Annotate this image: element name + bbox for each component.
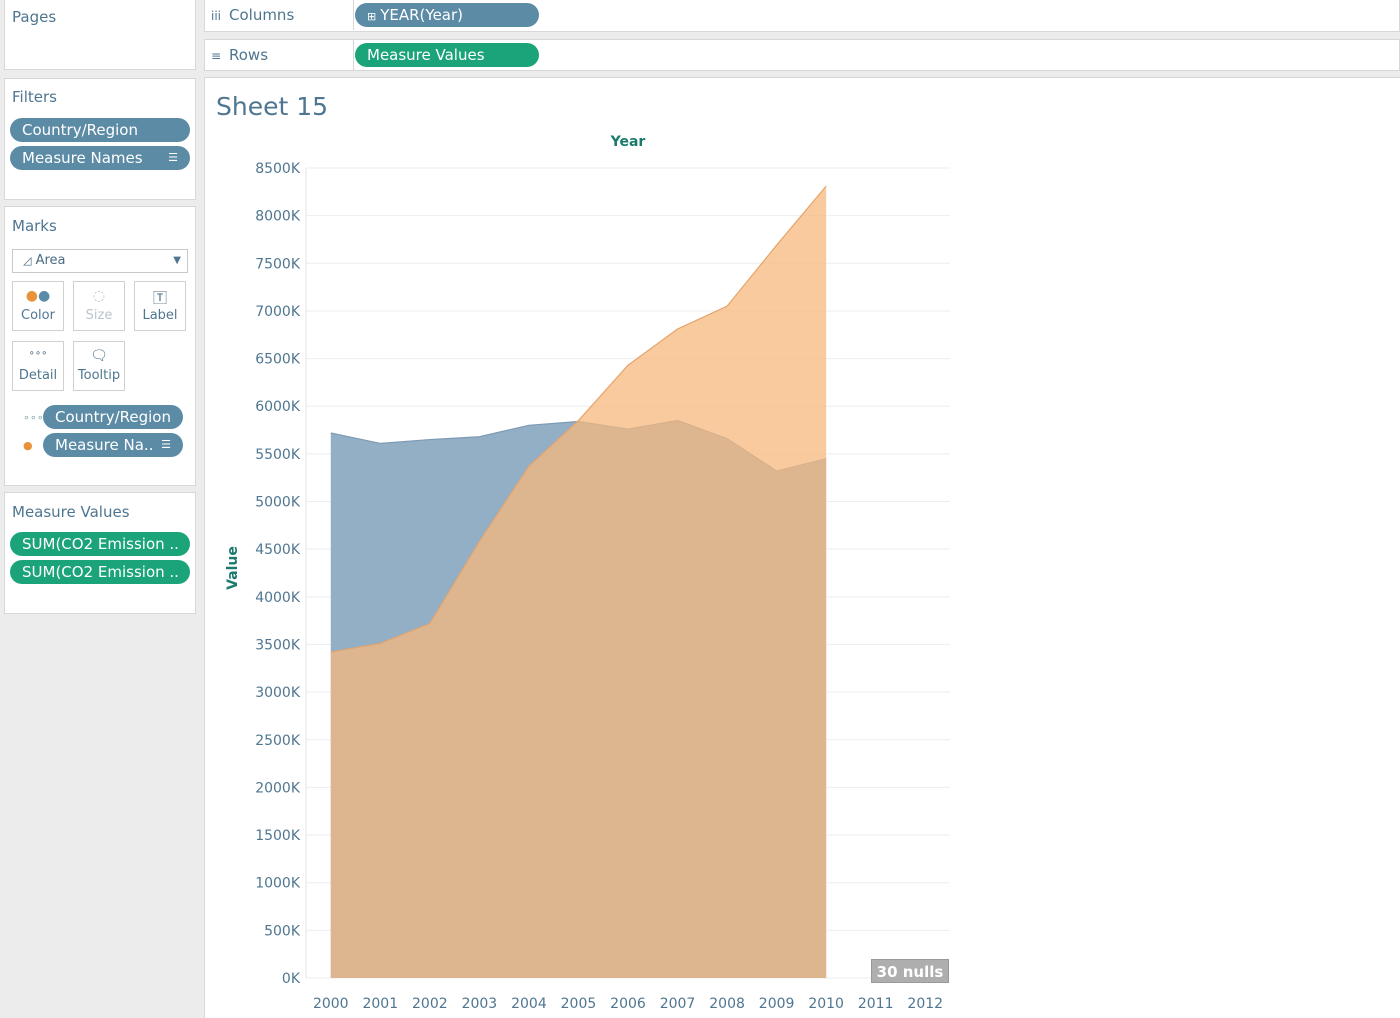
columns-icon: iii — [211, 9, 222, 23]
nulls-badge[interactable]: 30 nulls — [871, 959, 949, 983]
rows-shelf[interactable]: ≡ Rows Measure Values — [204, 39, 1400, 71]
label-card-label: Label — [142, 308, 178, 323]
x-tick-label: 2002 — [412, 996, 448, 1012]
expand-icon: ⊞ — [367, 10, 377, 23]
columns-shelf[interactable]: iii Columns ⊞ YEAR(Year) — [204, 0, 1400, 32]
marks-title: Marks — [12, 217, 57, 235]
y-tick-label: 3000K — [255, 685, 301, 701]
marks-field-measure-names[interactable]: Measure Na.. ☰ — [43, 433, 183, 457]
tooltip-card-label: Tooltip — [77, 368, 121, 383]
y-tick-label: 4500K — [255, 542, 301, 558]
measure-values-pill-label: Measure Values — [367, 46, 485, 64]
mark-type-label: Area — [35, 253, 66, 268]
area-series-2 — [330, 186, 827, 978]
area-mark-icon: ◿ — [23, 254, 32, 267]
x-tick-label: 2004 — [511, 996, 547, 1012]
marks-field-country-region[interactable]: Country/Region — [43, 405, 183, 429]
measure-value-item-2[interactable]: SUM(CO2 Emission .. — [10, 560, 190, 584]
y-tick-label: 0K — [282, 971, 301, 987]
y-tick-label: 3500K — [255, 637, 301, 653]
x-tick-label: 2011 — [858, 996, 894, 1012]
year-pill[interactable]: ⊞ YEAR(Year) — [355, 3, 539, 27]
x-tick-label: 2010 — [808, 996, 844, 1012]
y-tick-label: 2500K — [255, 733, 301, 749]
color-card[interactable]: ●● Color — [12, 281, 64, 331]
filter-icon: ☰ — [168, 151, 178, 164]
marks-field-measure-names-label: Measure Na.. — [55, 436, 154, 454]
pages-title: Pages — [12, 8, 57, 26]
filter-country-region-label: Country/Region — [22, 121, 138, 139]
x-tick-label: 2007 — [660, 996, 696, 1012]
x-tick-label: 2006 — [610, 996, 646, 1012]
measure-values-title: Measure Values — [12, 503, 130, 521]
detail-field-icon: ∘∘∘ — [23, 411, 44, 424]
mark-type-dropdown[interactable]: ◿ Area ▼ — [12, 249, 188, 273]
size-card-label: Size — [85, 308, 113, 323]
filter-country-region[interactable]: Country/Region — [10, 118, 190, 142]
y-tick-label: 5000K — [255, 495, 301, 511]
detail-card[interactable]: ∘∘∘ Detail — [12, 341, 64, 391]
color-field-icon: ● — [23, 439, 33, 452]
y-tick-label: 4000K — [255, 590, 301, 606]
color-card-label: Color — [21, 308, 55, 323]
x-axis-title: Year — [610, 134, 646, 150]
rows-shelf-label: ≡ Rows — [205, 40, 354, 70]
rows-icon: ≡ — [211, 49, 222, 63]
tooltip-card[interactable]: 🗨 Tooltip — [73, 341, 125, 391]
y-tick-label: 1500K — [255, 828, 301, 844]
x-tick-label: 2000 — [313, 996, 349, 1012]
measure-values-panel: Measure Values SUM(CO2 Emission .. SUM(C… — [4, 492, 196, 614]
y-tick-label: 6000K — [255, 399, 301, 415]
detail-card-label: Detail — [18, 368, 58, 383]
columns-shelf-label: iii Columns — [205, 0, 354, 30]
text-label-icon: 🅃 — [153, 291, 167, 307]
filters-panel: Filters Country/Region Measure Names ☰ — [4, 78, 196, 200]
measure-value-item-1-label: SUM(CO2 Emission .. — [22, 535, 179, 553]
x-tick-label: 2005 — [561, 996, 597, 1012]
viz-area[interactable]: Sheet 15 0K 500K 1000K 1500K 2000K 2500K 3000K… — [204, 77, 1400, 1018]
filters-title: Filters — [12, 88, 57, 106]
y-tick-label: 7500K — [255, 256, 301, 272]
y-tick-label: 2000K — [255, 780, 301, 796]
measure-values-pill[interactable]: Measure Values — [355, 43, 539, 67]
x-tick-label: 2008 — [709, 996, 745, 1012]
x-tick-label: 2009 — [759, 996, 795, 1012]
filter-measure-names-label: Measure Names — [22, 149, 143, 167]
y-tick-label: 8500K — [255, 161, 301, 177]
y-tick-label: 6500K — [255, 352, 301, 368]
x-tick-label: 2003 — [462, 996, 498, 1012]
x-tick-label: 2012 — [907, 996, 943, 1012]
color-dots-icon: ●● — [25, 288, 51, 304]
filter-measure-names[interactable]: Measure Names ☰ — [10, 146, 190, 170]
area-chart[interactable]: 0K 500K 1000K 1500K 2000K 2500K 3000K 3500K 4000… — [205, 78, 1399, 1018]
y-tick-label: 8000K — [255, 209, 301, 225]
area-series-2-line — [330, 185, 827, 653]
y-tick-label: 500K — [264, 923, 301, 939]
size-card[interactable]: ◌ Size — [73, 281, 125, 331]
marks-field-country-region-label: Country/Region — [55, 408, 171, 426]
y-axis-title: Value — [225, 546, 241, 590]
sort-icon: ☰ — [161, 438, 171, 451]
y-tick-label: 7000K — [255, 304, 301, 320]
measure-value-item-1[interactable]: SUM(CO2 Emission .. — [10, 532, 190, 556]
x-tick-label: 2001 — [362, 996, 398, 1012]
chevron-down-icon: ▼ — [173, 255, 181, 266]
size-circles-icon: ◌ — [92, 288, 106, 304]
label-card[interactable]: 🅃 Label — [134, 281, 186, 331]
detail-dots-icon: ∘∘∘ — [28, 348, 48, 359]
measure-value-item-2-label: SUM(CO2 Emission .. — [22, 563, 179, 581]
rows-label-text: Rows — [229, 46, 269, 64]
year-pill-label: YEAR(Year) — [380, 6, 464, 24]
sheet-title: Sheet 15 — [216, 92, 329, 121]
pages-panel: Pages — [4, 0, 196, 70]
y-tick-label: 5500K — [255, 447, 301, 463]
speech-bubble-icon: 🗨 — [90, 348, 108, 364]
columns-label-text: Columns — [229, 6, 295, 24]
marks-panel: Marks ◿ Area ▼ ●● Color ◌ Size 🅃 Label ∘… — [4, 206, 196, 486]
y-tick-label: 1000K — [255, 876, 301, 892]
